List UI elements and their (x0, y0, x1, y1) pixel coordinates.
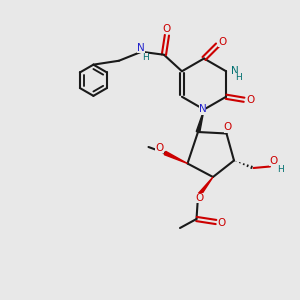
Text: O: O (163, 24, 171, 34)
Text: O: O (155, 142, 164, 153)
Text: O: O (195, 193, 204, 203)
Text: H: H (142, 53, 148, 62)
Polygon shape (196, 110, 204, 133)
Text: H: H (277, 165, 284, 174)
Text: O: O (218, 218, 226, 229)
Polygon shape (196, 177, 213, 198)
Text: O: O (218, 37, 227, 47)
Text: O: O (224, 122, 232, 133)
Text: O: O (246, 95, 254, 105)
Text: N: N (137, 43, 145, 53)
Text: N: N (232, 66, 239, 76)
Polygon shape (164, 152, 188, 164)
Text: O: O (269, 155, 277, 166)
Text: N: N (199, 104, 206, 115)
Text: H: H (235, 73, 242, 82)
